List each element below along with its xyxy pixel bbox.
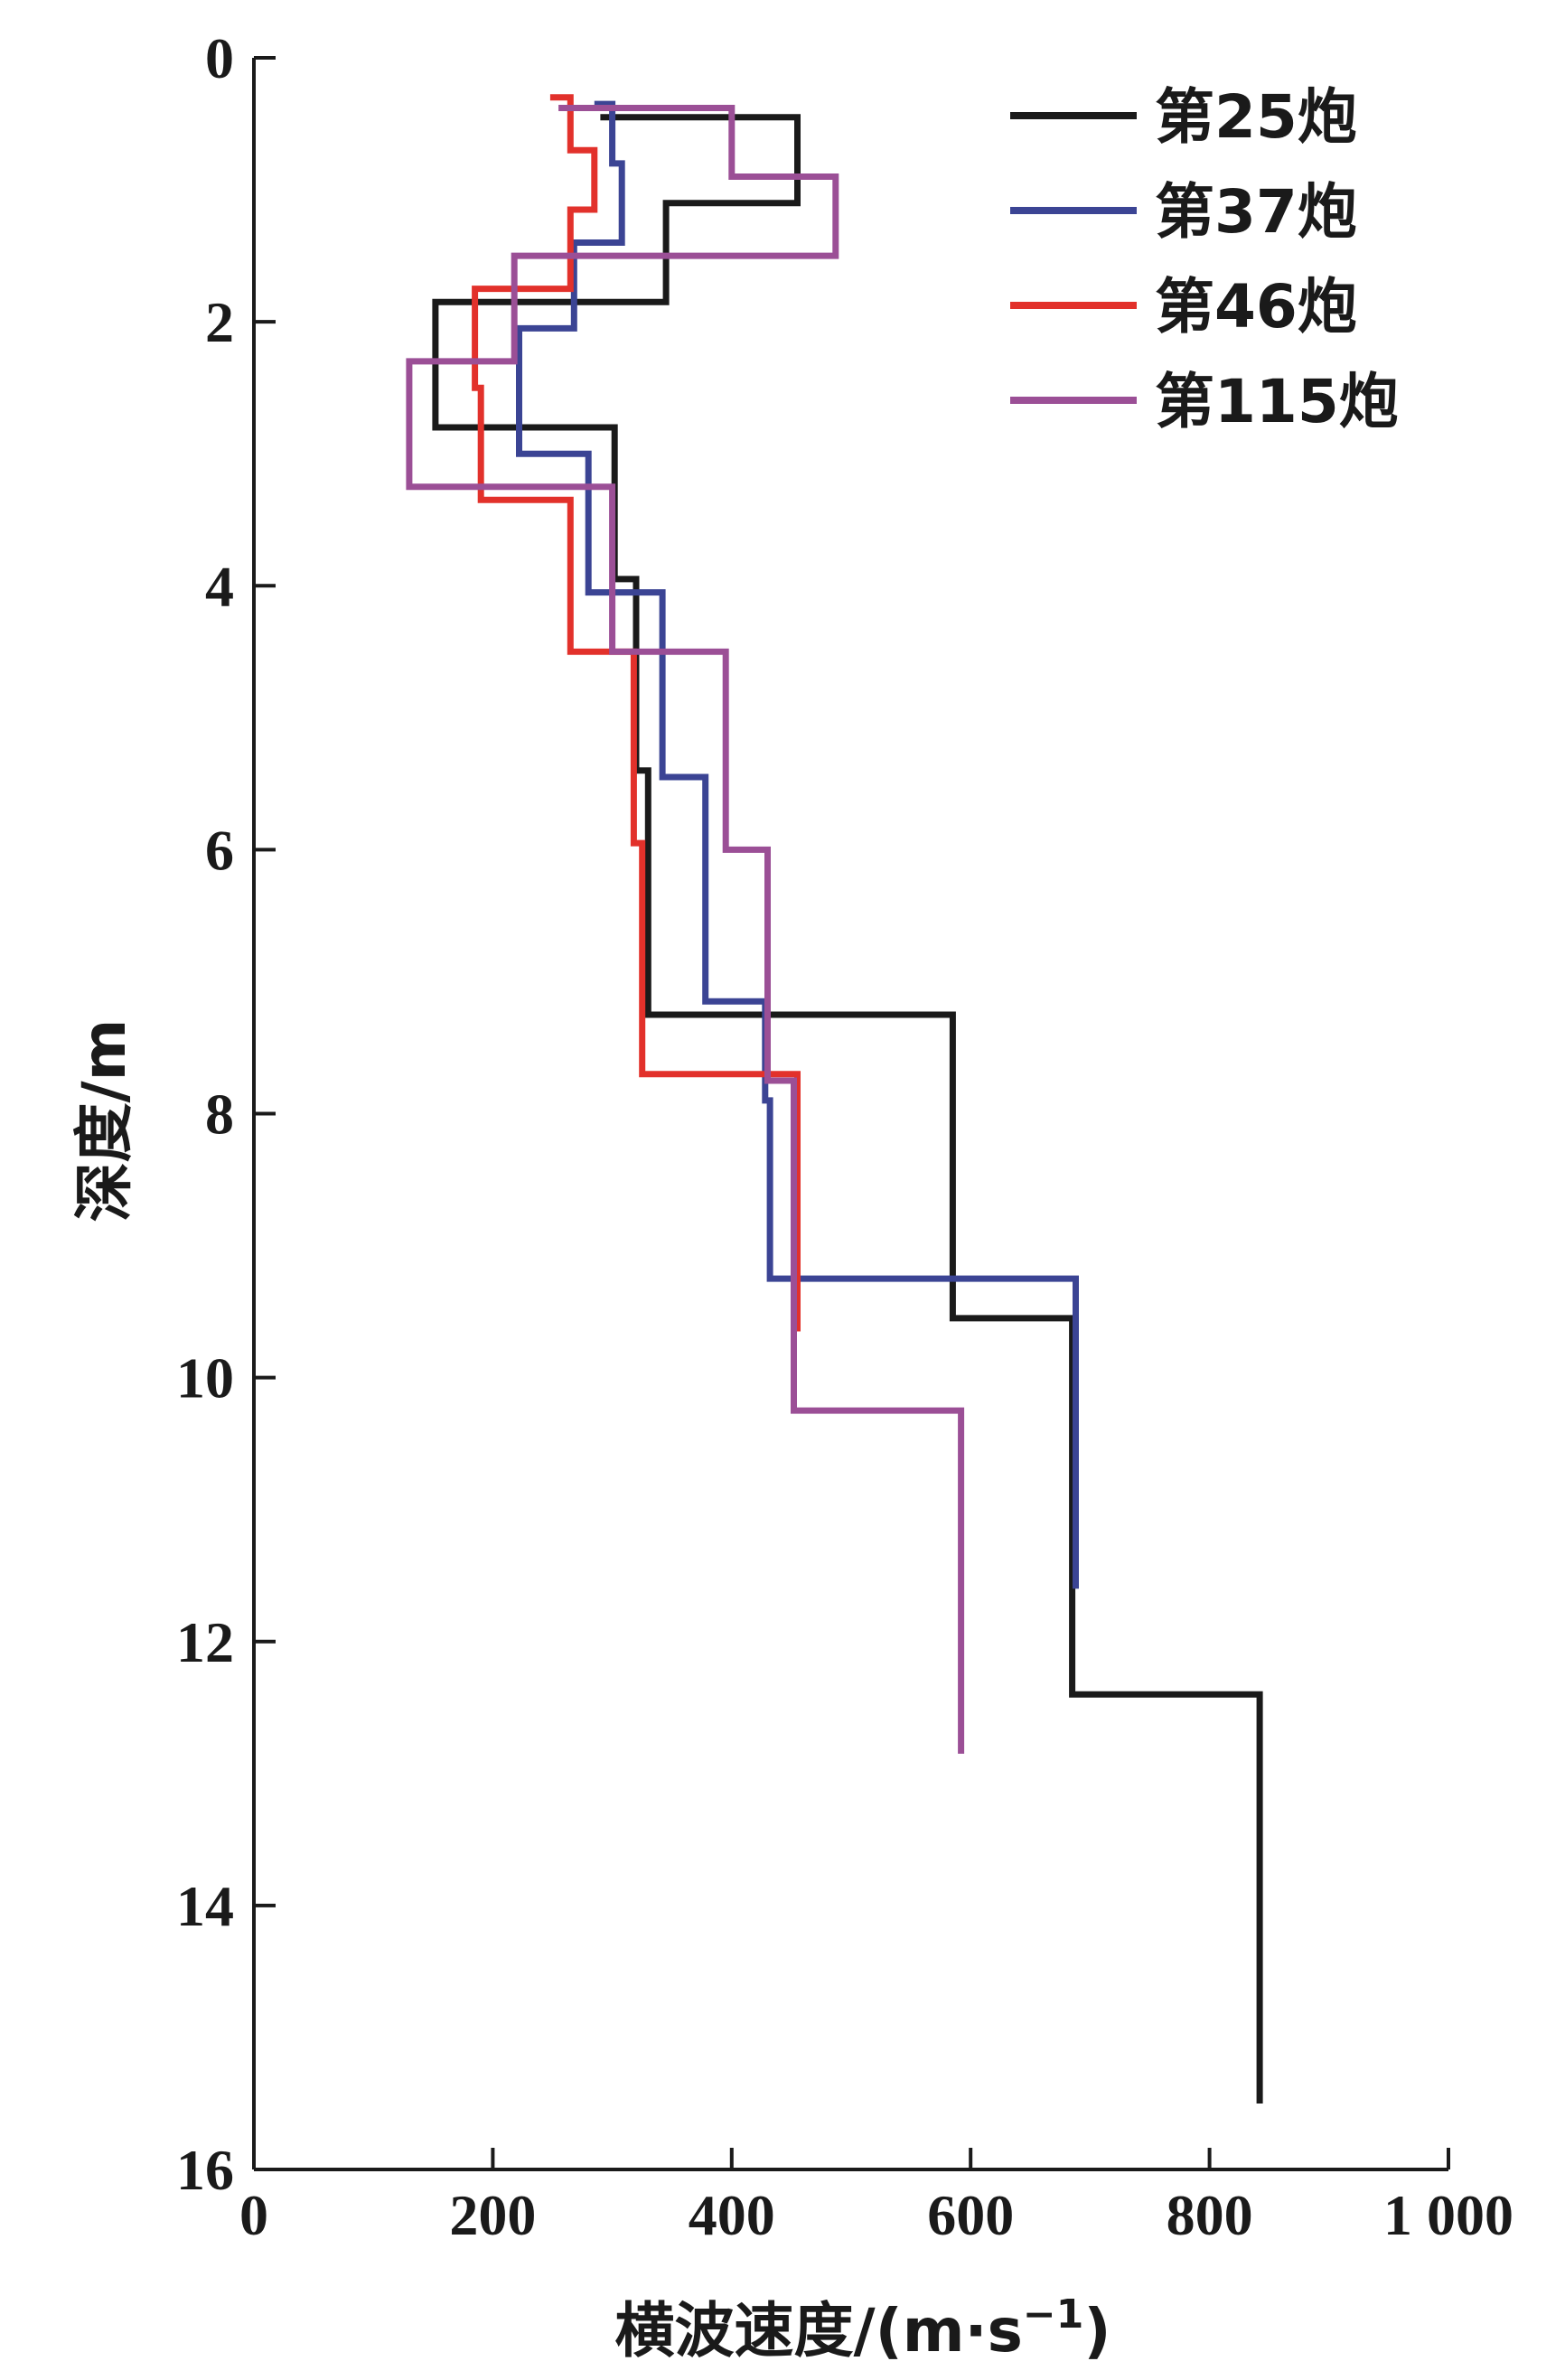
series-line-4	[406, 105, 965, 1754]
series-line-3	[472, 94, 801, 1332]
y-tick-label: 12	[176, 1610, 234, 1674]
x-tick-label: 400	[689, 2183, 775, 2247]
x-tick-label: 800	[1167, 2183, 1253, 2247]
legend-label: 第25炮	[1155, 82, 1357, 152]
legend-label: 第46炮	[1155, 272, 1357, 342]
series-line-1	[432, 114, 1263, 2104]
x-tick-label: 0	[239, 2183, 268, 2247]
x-tick-label: 600	[927, 2183, 1014, 2247]
legend-label: 第37炮	[1155, 177, 1357, 247]
y-axis-title: 深度/m	[70, 1019, 139, 1223]
y-tick-label: 0	[205, 26, 234, 90]
series-layer	[406, 94, 1263, 2104]
x-tick-label: 1 000	[1383, 2183, 1513, 2247]
y-tick-label: 14	[176, 1874, 234, 1938]
y-tick-label: 6	[205, 818, 234, 882]
y-tick-label: 4	[205, 554, 234, 618]
series-line-2	[516, 100, 1079, 1589]
y-tick-label: 16	[176, 2138, 234, 2202]
x-tick-label: 200	[449, 2183, 536, 2247]
y-tick-label: 2	[205, 290, 234, 354]
y-tick-label: 8	[205, 1082, 234, 1147]
y-tick-label: 10	[176, 1346, 234, 1410]
legend-label: 第115炮	[1155, 367, 1399, 436]
x-axis-title: 横波速度/(m·s−1)	[614, 2291, 1110, 2366]
